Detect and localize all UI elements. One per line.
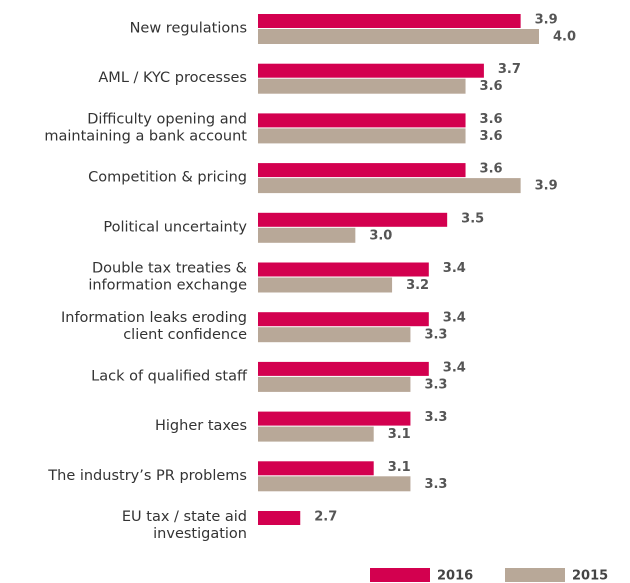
bar [258, 78, 466, 94]
bar [258, 426, 374, 442]
bar [258, 361, 429, 376]
bar [258, 14, 521, 28]
value-label: 3.3 [424, 377, 447, 392]
category-label: investigation [153, 526, 247, 542]
value-label: 3.6 [480, 129, 503, 144]
value-label: 3.4 [443, 311, 466, 326]
bar [258, 178, 521, 194]
value-label: 3.4 [443, 261, 466, 276]
category-label: The industry’s PR problems [47, 468, 247, 484]
category-label: Higher taxes [155, 418, 247, 434]
bar [258, 113, 466, 128]
value-label: 3.9 [535, 179, 558, 194]
category-label: Competition & pricing [88, 170, 247, 186]
bar [258, 511, 301, 525]
legend-label: 2016 [437, 569, 473, 583]
bar [258, 312, 429, 327]
value-label: 3.1 [388, 460, 411, 475]
category-label: maintaining a bank account [44, 128, 247, 144]
value-label: 3.6 [480, 162, 503, 177]
category-label: Information leaks eroding [61, 310, 247, 326]
legend-swatch [505, 568, 565, 582]
value-label: 3.3 [424, 477, 447, 492]
bar [258, 128, 466, 144]
value-label: 2.7 [314, 510, 337, 525]
value-label: 3.7 [498, 62, 521, 77]
category-label: client confidence [123, 327, 247, 343]
bar [258, 163, 466, 178]
bar [258, 29, 539, 44]
legend-label: 2015 [572, 569, 608, 583]
bar [258, 63, 484, 78]
category-label: EU tax / state aid [122, 509, 247, 525]
value-label: 3.0 [369, 228, 392, 243]
category-label: Lack of qualified staff [91, 368, 248, 384]
value-label: 3.2 [406, 278, 429, 293]
category-label: New regulations [130, 21, 247, 37]
bar [258, 376, 411, 392]
bar [258, 461, 374, 476]
value-label: 3.3 [424, 410, 447, 425]
value-label: 4.0 [553, 30, 576, 45]
value-label: 3.6 [480, 79, 503, 94]
value-label: 3.3 [424, 328, 447, 343]
bar [258, 227, 356, 243]
category-label: information exchange [88, 278, 247, 294]
category-label: Double tax treaties & [92, 261, 247, 277]
bar [258, 327, 411, 343]
value-label: 3.1 [388, 427, 411, 442]
bar [258, 411, 411, 426]
category-label: AML / KYC processes [98, 70, 247, 86]
bar [258, 262, 429, 277]
value-label: 3.4 [443, 360, 466, 375]
bar [258, 476, 411, 492]
bar [258, 212, 448, 227]
legend-swatch [370, 568, 430, 582]
category-label: Difficulty opening and [87, 111, 247, 127]
value-label: 3.9 [535, 13, 558, 28]
value-label: 3.5 [461, 211, 484, 226]
value-label: 3.6 [480, 112, 503, 127]
bar [258, 277, 393, 293]
category-label: Political uncertainty [103, 219, 247, 235]
